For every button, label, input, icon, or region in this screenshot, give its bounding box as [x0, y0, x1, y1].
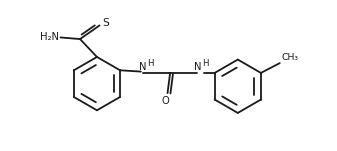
- Text: H₂N: H₂N: [40, 32, 59, 42]
- Text: N: N: [194, 62, 201, 72]
- Text: N: N: [139, 62, 147, 72]
- Text: H: H: [202, 59, 209, 68]
- Text: S: S: [102, 18, 109, 28]
- Text: H: H: [147, 59, 154, 68]
- Text: O: O: [161, 96, 169, 106]
- Text: CH₃: CH₃: [281, 53, 298, 61]
